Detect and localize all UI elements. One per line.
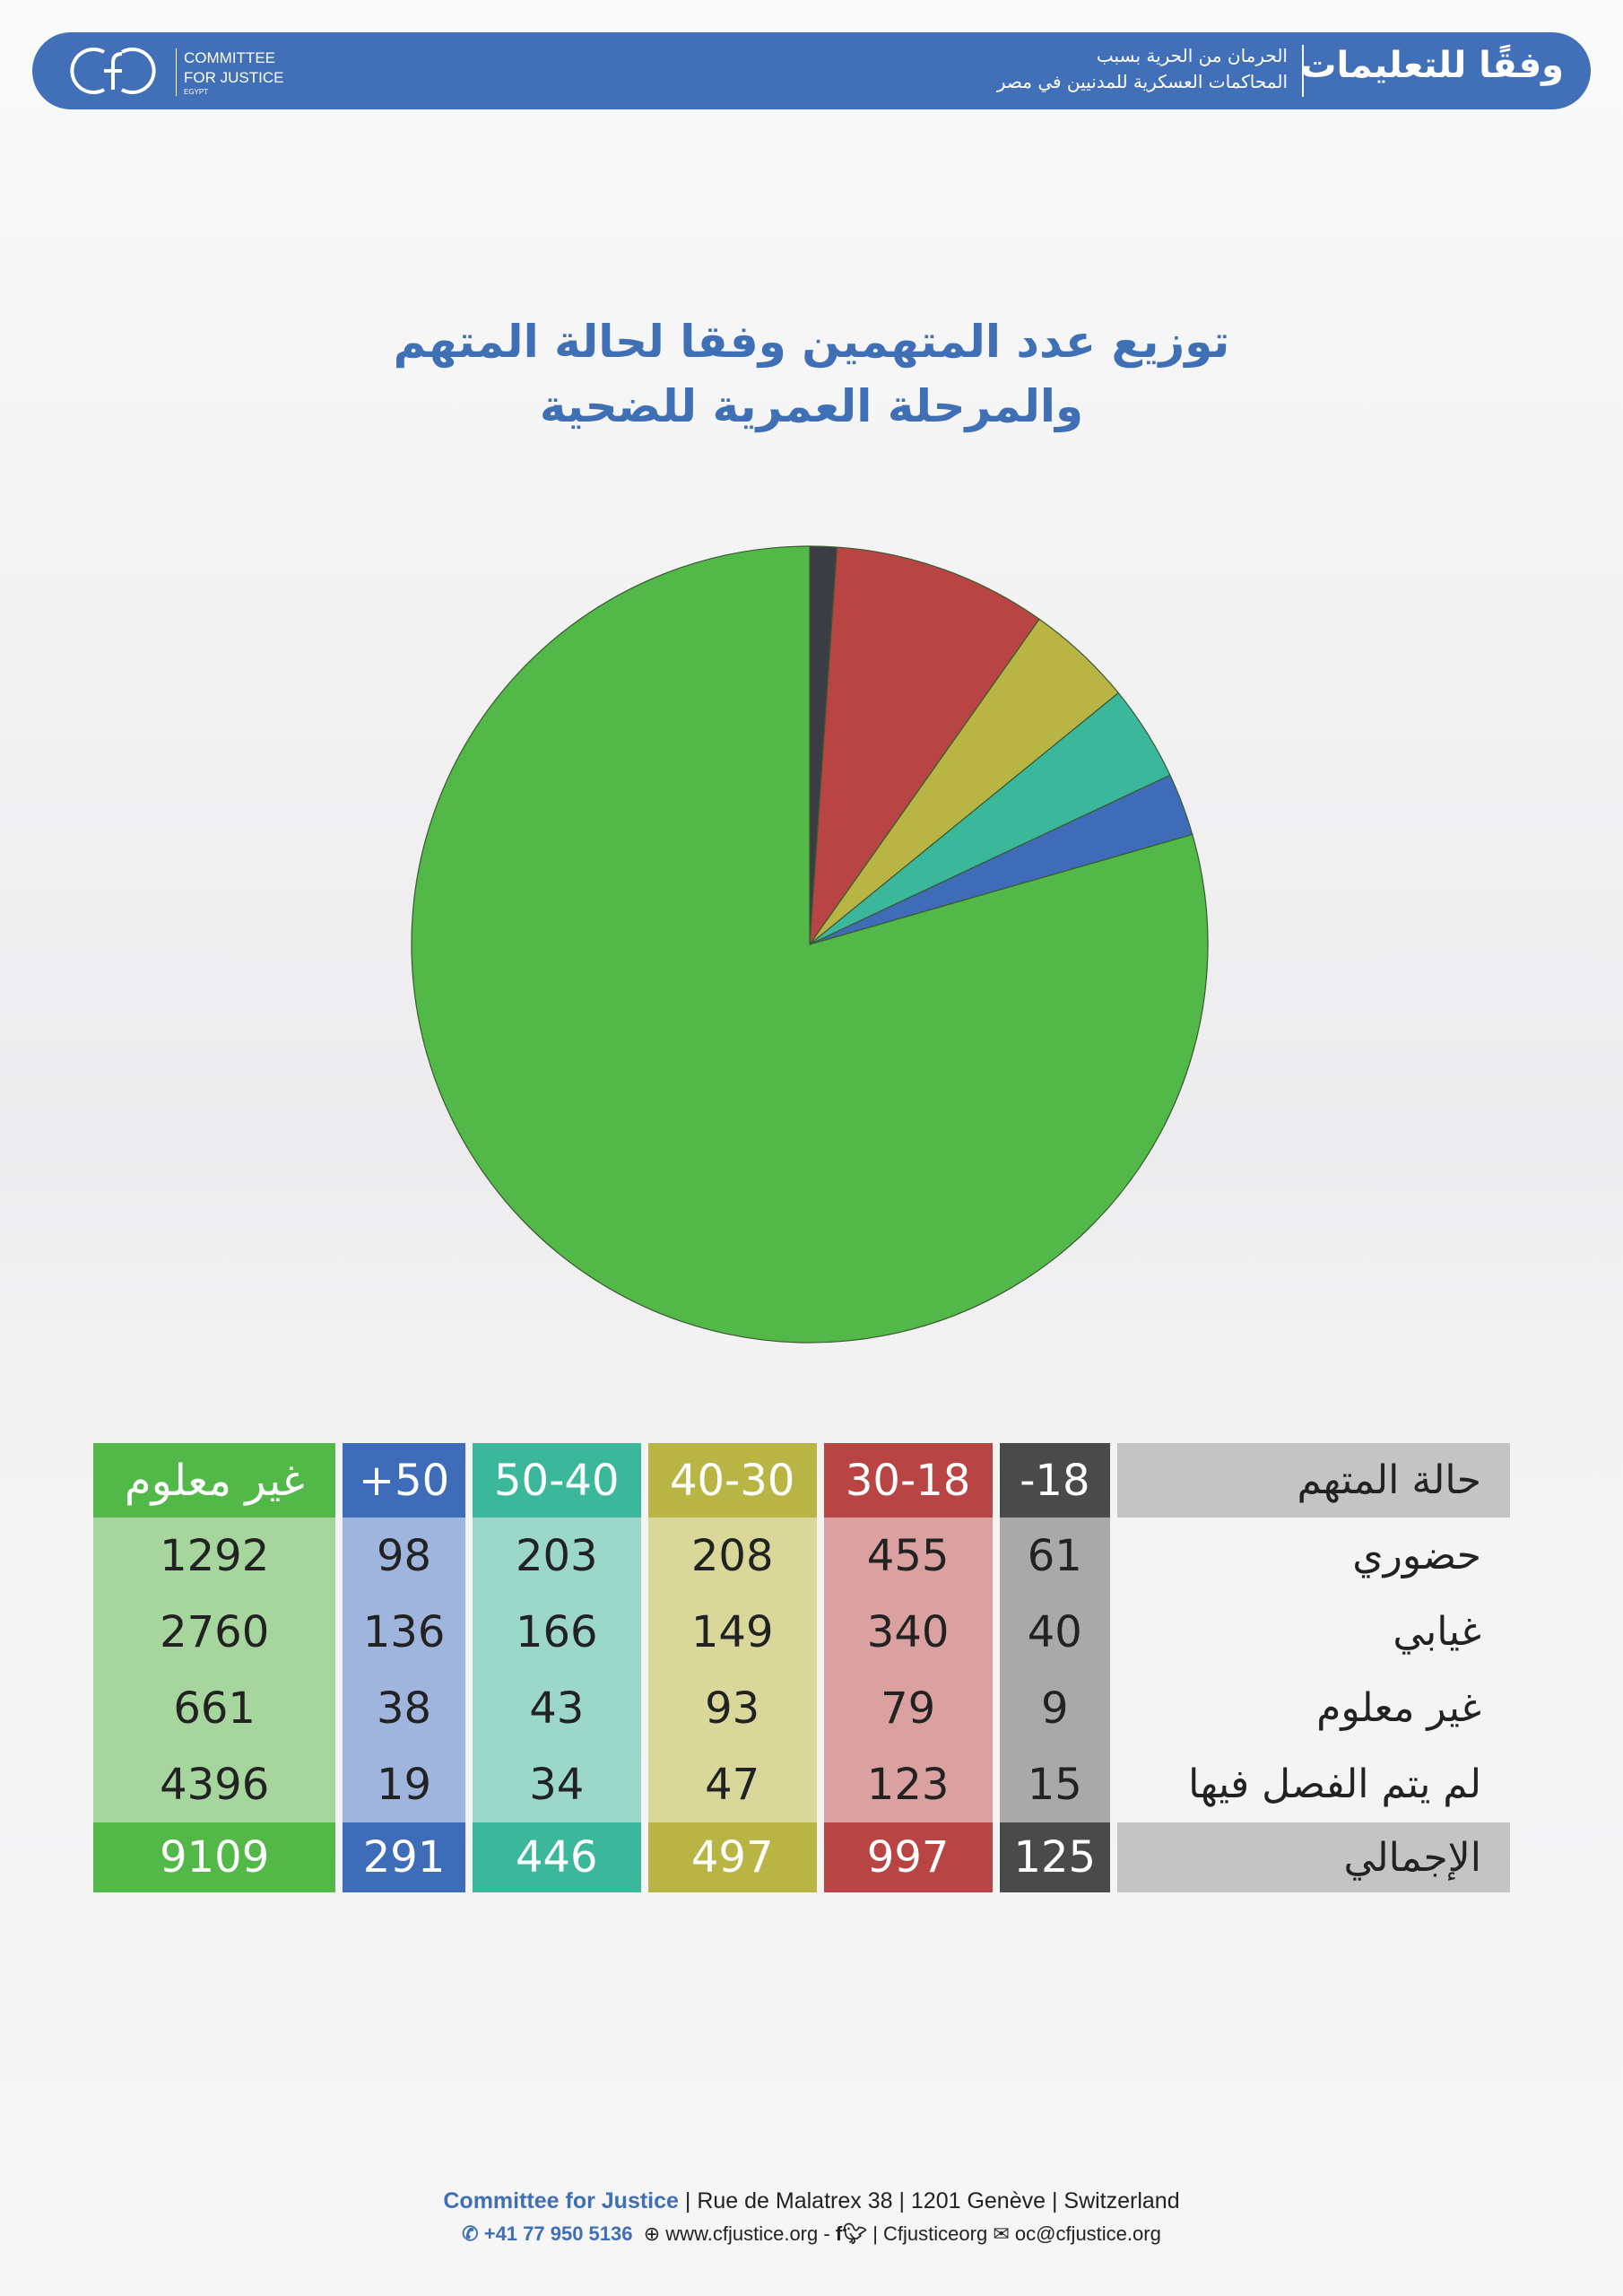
footer-website[interactable]: www.cfjustice.org - [665,2222,830,2245]
table-cell: 2760 [93,1594,336,1670]
header-divider [1302,45,1304,97]
row-label: لم يتم الفصل فيها [1188,1761,1481,1807]
twitter-icon[interactable]: 🐦︎ [842,2222,868,2245]
total-cell: 997 [823,1822,993,1892]
total-cell: 291 [343,1822,465,1892]
chart-title: توزيع عدد المتهمين وفقا لحالة المتهم وال… [0,309,1623,439]
chart-title-line-2: والمرحلة العمرية للضحية [539,380,1084,432]
logo-line-2: FOR JUSTICE [184,69,284,86]
total-label: الإجمالي [1117,1822,1510,1892]
table-cell: 208 [647,1518,817,1594]
column-header: +50 [343,1443,465,1518]
table-cell: 40 [999,1594,1110,1670]
table-cell: 38 [343,1670,465,1746]
row-label: حضوري [1352,1533,1481,1578]
footer-contact: ✆ +41 77 950 5136 ⊕ www.cfjustice.org - … [0,2222,1623,2246]
header-subtitle: الحرمان من الحرية بسبب المحاكمات العسكري… [997,43,1288,95]
table-row: غيابي 40 340 149 166 136 2760 [93,1594,1510,1670]
pie-chart [411,545,1209,1344]
column-header: 30-18 [823,1443,993,1518]
pie-slice-غير معلوم [411,545,1209,1344]
table-cell: 98 [343,1518,465,1594]
table-cell: 340 [823,1594,993,1670]
facebook-icon[interactable]: f [835,2222,843,2245]
footer-org: Committee for Justice [443,2188,679,2213]
table-total-row: الإجمالي 125 997 497 446 291 9109 [93,1822,1510,1892]
total-cell: 497 [647,1822,817,1892]
phone-icon: ✆ [462,2222,479,2245]
table-cell: 661 [93,1670,336,1746]
header-bar: COMMITTEE FOR JUSTICE EGYPT وفقًا للتعلي… [32,32,1591,109]
total-cell: 446 [472,1822,641,1892]
footer-social: | Cfjusticeorg [872,2222,988,2245]
logo-line-3: EGYPT [184,88,209,96]
footer-phone: +41 77 950 5136 [483,2222,633,2245]
cfj-logo-icon [70,48,156,94]
table-row: غير معلوم 9 79 93 43 38 661 [93,1670,1510,1746]
table-cell: 15 [999,1746,1110,1822]
table-cell: 149 [647,1594,817,1670]
table-cell: 34 [472,1746,641,1822]
column-header: غير معلوم [93,1443,336,1518]
table-cell: 79 [823,1670,993,1746]
table-cell: 47 [647,1746,817,1822]
logo-text: COMMITTEE FOR JUSTICE EGYPT [176,48,283,96]
table-cell: 1292 [93,1518,336,1594]
subtitle-line-2: المحاكمات العسكرية للمدنيين في مصر [996,71,1288,92]
email-icon: ✉ [993,2222,1010,2245]
total-cell: 9109 [93,1822,336,1892]
table-cell: 19 [343,1746,465,1822]
pie-slice-30-18 [809,546,1040,947]
row-label: غيابي [1393,1609,1481,1655]
table-cell: 9 [999,1670,1110,1746]
table-cell: 43 [472,1670,641,1746]
table-cell: 203 [472,1518,641,1594]
table-cell: 4396 [93,1746,336,1822]
footer-address: Committee for Justice | Rue de Malatrex … [0,2188,1623,2214]
column-header: -18 [999,1443,1110,1518]
row-label: غير معلوم [1316,1685,1481,1731]
chart-title-line-1: توزيع عدد المتهمين وفقا لحالة المتهم [393,316,1230,368]
header-title: وفقًا للتعليمات [1300,45,1564,86]
table-cell: 455 [823,1518,993,1594]
column-header: 40-30 [647,1443,817,1518]
total-cell: 125 [999,1822,1110,1892]
table-row: حضوري 61 455 208 203 98 1292 [93,1518,1510,1594]
column-header: 50-40 [472,1443,641,1518]
footer-email[interactable]: oc@cfjustice.org [1014,2222,1161,2245]
footer-address-text: | Rue de Malatrex 38 | 1201 Genève | Swi… [678,2188,1180,2213]
table-row: لم يتم الفصل فيها 15 123 47 34 19 4396 [93,1746,1510,1822]
subtitle-line-1: الحرمان من الحرية بسبب [1096,45,1288,66]
table-cell: 136 [343,1594,465,1670]
table-cell: 123 [823,1746,993,1822]
table-header-row: حالة المتهم -18 30-18 40-30 50-40 +50 غير معلو… [93,1443,1510,1518]
table-cell: 166 [472,1594,641,1670]
table-cell: 61 [999,1518,1110,1594]
globe-icon: ⊕ [643,2222,661,2245]
logo-line-1: COMMITTEE [184,49,275,66]
data-table: حالة المتهم -18 30-18 40-30 50-40 +50 غير معلو… [86,1443,1517,1892]
table-cell: 93 [647,1670,817,1746]
row-header-label: حالة المتهم [1117,1443,1510,1518]
